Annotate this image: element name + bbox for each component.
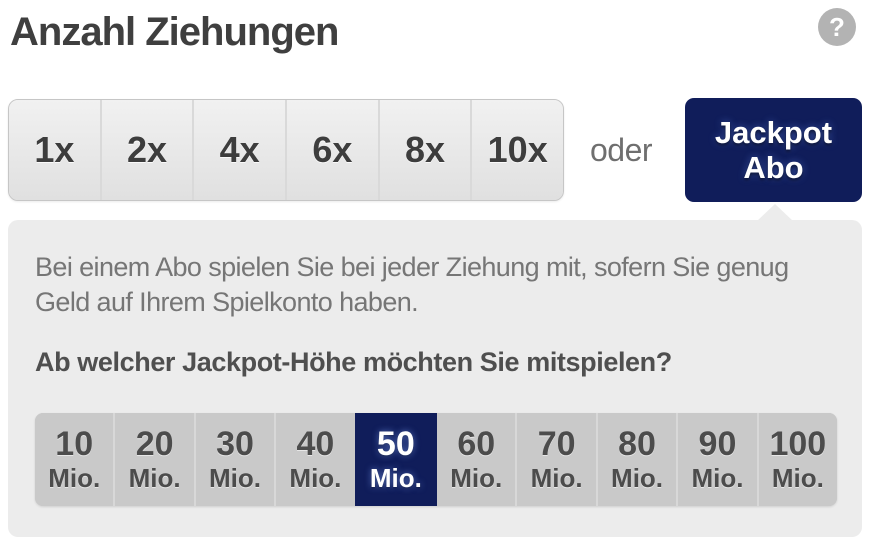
threshold-unit: Mio. [289, 462, 342, 493]
draw-count-button-10x[interactable]: 10x [470, 100, 563, 200]
threshold-unit: Mio. [611, 462, 664, 493]
question-mark-icon: ? [829, 12, 845, 42]
threshold-unit: Mio. [450, 462, 503, 493]
draw-count-group: 1x 2x 4x 6x 8x 10x [8, 99, 564, 201]
threshold-value: 50 [376, 424, 415, 463]
threshold-value: 60 [457, 424, 496, 463]
threshold-value: 40 [296, 424, 335, 463]
jackpot-abo-label-line2: Abo [743, 150, 804, 185]
threshold-value: 20 [135, 424, 174, 463]
threshold-button-60-mio[interactable]: 60 Mio. [435, 413, 516, 506]
threshold-button-90-mio[interactable]: 90 Mio. [676, 413, 757, 506]
draw-count-button-4x[interactable]: 4x [192, 100, 286, 200]
jackpot-threshold-group: 10 Mio. 20 Mio. 30 Mio. 40 Mio. 50 Mio. 60 Mio. 70 Mi… [35, 413, 837, 506]
page-title: Anzahl Ziehungen [10, 10, 339, 54]
threshold-value: 80 [618, 424, 656, 463]
draw-count-button-6x[interactable]: 6x [285, 100, 378, 200]
threshold-unit: Mio. [530, 462, 583, 493]
help-button[interactable]: ? [818, 8, 856, 46]
header: Anzahl Ziehungen ? [0, 0, 870, 60]
threshold-button-80-mio[interactable]: 80 Mio. [595, 413, 677, 506]
or-label: oder [590, 131, 653, 168]
threshold-button-50-mio[interactable]: 50 Mio. [354, 413, 436, 506]
threshold-value: 30 [216, 424, 254, 463]
draw-count-button-1x[interactable]: 1x [9, 100, 100, 200]
threshold-value: 70 [537, 424, 576, 463]
jackpot-abo-label-line1: Jackpot [714, 115, 833, 150]
jackpot-threshold-question: Ab welcher Jackpot-Höhe möchten Sie mits… [35, 347, 672, 377]
draw-count-row: 1x 2x 4x 6x 8x 10x oder Jackpot Abo [8, 98, 862, 202]
threshold-button-100-mio[interactable]: 100 Mio. [756, 413, 837, 506]
threshold-unit: Mio. [209, 462, 262, 493]
threshold-button-30-mio[interactable]: 30 Mio. [193, 413, 275, 506]
threshold-unit: Mio. [128, 462, 181, 493]
threshold-button-40-mio[interactable]: 40 Mio. [274, 413, 355, 506]
jackpot-abo-button[interactable]: Jackpot Abo [685, 98, 862, 202]
threshold-unit: Mio. [691, 462, 744, 493]
threshold-button-70-mio[interactable]: 70 Mio. [515, 413, 596, 506]
threshold-value: 100 [769, 424, 827, 463]
draw-count-button-8x[interactable]: 8x [377, 100, 471, 200]
threshold-unit: Mio. [771, 462, 824, 493]
threshold-unit: Mio. [369, 462, 422, 493]
threshold-button-20-mio[interactable]: 20 Mio. [113, 413, 194, 506]
threshold-value: 90 [698, 424, 737, 463]
draw-count-button-2x[interactable]: 2x [99, 100, 193, 200]
threshold-button-10-mio[interactable]: 10 Mio. [35, 413, 114, 506]
panel-pointer-arrow [757, 204, 793, 221]
jackpot-abo-panel: Bei einem Abo spielen Sie bei jeder Zieh… [8, 220, 862, 537]
threshold-value: 10 [55, 424, 94, 463]
threshold-unit: Mio. [48, 462, 101, 493]
abo-description: Bei einem Abo spielen Sie bei jeder Zieh… [35, 252, 789, 317]
